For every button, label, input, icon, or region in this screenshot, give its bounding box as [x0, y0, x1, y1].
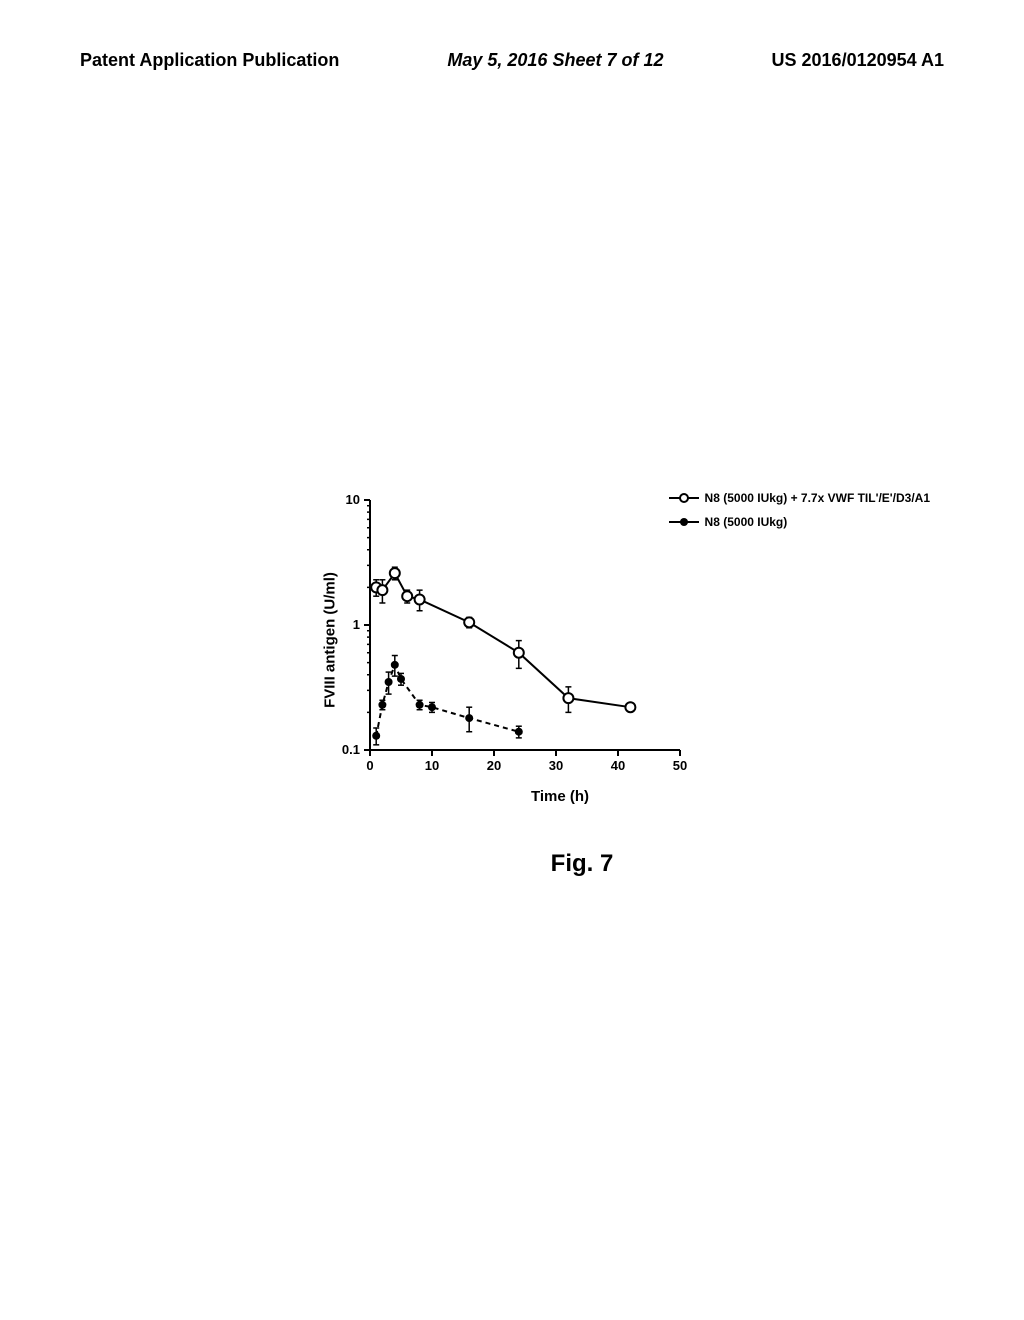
- legend-label-2: N8 (5000 IUkg): [705, 510, 788, 534]
- svg-text:10: 10: [346, 492, 360, 507]
- chart-container: FVIII antigen (U/ml) 010203040500.1110 T…: [300, 480, 800, 800]
- legend-marker-open: [669, 492, 699, 504]
- svg-text:0.1: 0.1: [342, 742, 360, 757]
- header-center: May 5, 2016 Sheet 7 of 12: [447, 50, 663, 71]
- svg-text:50: 50: [673, 758, 687, 773]
- legend-label-1: N8 (5000 IUkg) + 7.7x VWF TIL'/E'/D3/A1: [705, 486, 930, 510]
- header-right: US 2016/0120954 A1: [772, 50, 944, 71]
- svg-text:1: 1: [353, 617, 360, 632]
- legend-marker-filled: [669, 516, 699, 528]
- header-left: Patent Application Publication: [80, 50, 339, 71]
- svg-text:20: 20: [487, 758, 501, 773]
- svg-text:0: 0: [366, 758, 373, 773]
- legend-item-2: N8 (5000 IUkg): [669, 510, 930, 534]
- x-axis-label: Time (h): [531, 788, 589, 805]
- page-header: Patent Application Publication May 5, 20…: [0, 50, 1024, 71]
- svg-text:40: 40: [611, 758, 625, 773]
- legend: N8 (5000 IUkg) + 7.7x VWF TIL'/E'/D3/A1 …: [669, 486, 930, 534]
- figure-caption: Fig. 7: [0, 850, 1024, 878]
- svg-text:30: 30: [549, 758, 563, 773]
- y-axis-label: FVIII antigen (U/ml): [321, 572, 338, 708]
- legend-item-1: N8 (5000 IUkg) + 7.7x VWF TIL'/E'/D3/A1: [669, 486, 930, 510]
- svg-text:10: 10: [425, 758, 439, 773]
